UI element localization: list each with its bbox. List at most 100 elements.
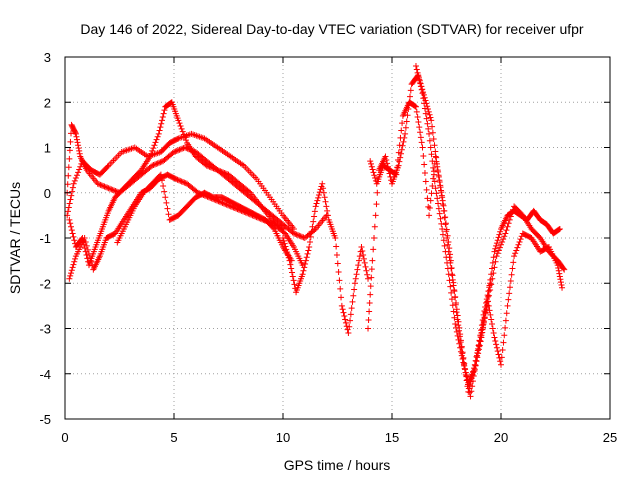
- data-point: [69, 230, 76, 237]
- data-point: [557, 276, 564, 283]
- data-point: [443, 254, 450, 261]
- data-point: [159, 117, 166, 124]
- data-point: [290, 225, 297, 232]
- data-point: [392, 171, 399, 178]
- data-point: [284, 251, 291, 258]
- data-point: [474, 354, 481, 361]
- data-point: [432, 148, 439, 155]
- data-point: [366, 300, 373, 307]
- data-point: [451, 314, 458, 321]
- data-point: [67, 220, 74, 227]
- data-point: [312, 203, 319, 210]
- data-point: [511, 253, 518, 260]
- data-point: [341, 313, 348, 320]
- data-point: [394, 164, 401, 171]
- data-point: [429, 158, 436, 165]
- data-point: [211, 165, 218, 172]
- data-point: [367, 158, 374, 165]
- data-point: [288, 269, 295, 276]
- data-point: [448, 296, 455, 303]
- data-point: [181, 179, 188, 186]
- data-point: [476, 343, 483, 350]
- data-point: [492, 258, 499, 265]
- data-point: [151, 161, 158, 168]
- data-point: [445, 271, 452, 278]
- data-point: [338, 302, 345, 309]
- data-point: [475, 350, 482, 357]
- data-point: [300, 234, 307, 241]
- data-point: [220, 169, 227, 176]
- data-point: [68, 267, 75, 274]
- data-point: [362, 263, 369, 270]
- data-point: [66, 200, 73, 207]
- data-point: [85, 250, 92, 257]
- data-point: [218, 199, 225, 206]
- y-tick-label: -2: [39, 276, 51, 291]
- data-point: [476, 342, 483, 349]
- data-point: [350, 292, 357, 299]
- data-point: [418, 86, 425, 93]
- data-point: [69, 184, 76, 191]
- data-point: [439, 231, 446, 238]
- data-point: [72, 130, 79, 137]
- data-point: [67, 196, 74, 203]
- data-point: [516, 238, 523, 245]
- data-point: [442, 221, 449, 228]
- data-point: [205, 163, 212, 170]
- data-point: [493, 344, 500, 351]
- data-point: [507, 213, 514, 220]
- data-point: [367, 283, 374, 290]
- data-point: [368, 274, 375, 281]
- data-point: [294, 232, 301, 239]
- data-point: [218, 168, 225, 175]
- data-point: [296, 232, 303, 239]
- data-point: [223, 201, 230, 208]
- data-point: [478, 332, 485, 339]
- data-point: [369, 257, 376, 264]
- data-point: [351, 286, 358, 293]
- data-point: [342, 316, 349, 323]
- data-point: [505, 220, 512, 227]
- data-point: [427, 114, 434, 121]
- data-point: [157, 124, 164, 131]
- data-point: [179, 128, 186, 135]
- data-point: [173, 147, 180, 154]
- data-point: [368, 163, 375, 170]
- data-point: [73, 172, 80, 179]
- data-point: [462, 366, 469, 373]
- data-point: [149, 147, 156, 154]
- data-point: [442, 248, 449, 255]
- data-point: [427, 144, 434, 151]
- data-point: [306, 238, 313, 245]
- series-trace-f: [280, 180, 372, 337]
- data-point: [481, 315, 488, 322]
- data-point: [425, 125, 432, 132]
- y-tick-label: 0: [44, 186, 51, 201]
- data-point: [71, 258, 78, 265]
- data-point: [333, 251, 340, 258]
- data-point: [109, 186, 116, 193]
- data-point: [352, 275, 359, 282]
- data-point: [420, 95, 427, 102]
- data-point: [444, 241, 451, 248]
- data-point: [447, 283, 454, 290]
- data-point: [555, 267, 562, 274]
- data-point: [308, 228, 315, 235]
- data-point: [65, 204, 72, 211]
- data-point: [291, 281, 298, 288]
- data-point: [82, 238, 89, 245]
- data-point: [509, 265, 516, 272]
- data-point: [451, 288, 458, 295]
- data-point: [68, 192, 75, 199]
- data-point: [515, 241, 522, 248]
- x-tick-label: 25: [603, 430, 617, 445]
- data-point: [437, 215, 444, 222]
- data-point: [495, 351, 502, 358]
- data-point: [439, 194, 446, 201]
- x-tick-label: 5: [170, 430, 177, 445]
- data-point: [436, 210, 443, 217]
- data-point: [230, 204, 237, 211]
- data-point: [479, 326, 486, 333]
- data-point: [395, 149, 402, 156]
- data-point: [420, 152, 427, 159]
